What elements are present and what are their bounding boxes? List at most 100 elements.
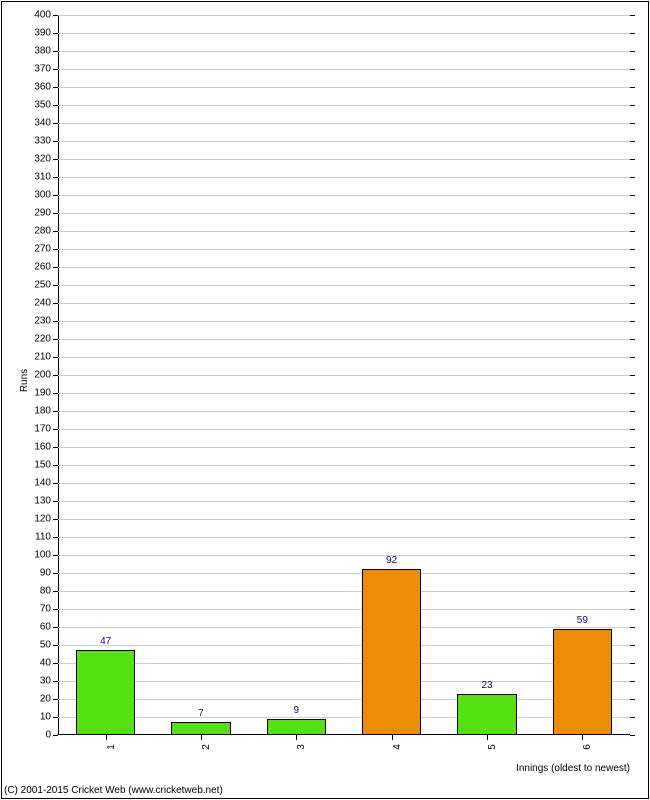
y-tick-mark	[53, 501, 58, 502]
gridline	[58, 429, 630, 430]
bar-value-label: 9	[294, 705, 300, 716]
y-tick-mark-right	[630, 627, 635, 628]
y-tick-label: 160	[34, 442, 51, 453]
bar-value-label: 7	[198, 708, 204, 719]
y-tick-mark	[53, 141, 58, 142]
y-tick-mark	[53, 447, 58, 448]
copyright-text: (C) 2001-2015 Cricket Web (www.cricketwe…	[4, 785, 223, 796]
y-tick-mark	[53, 123, 58, 124]
y-tick-label: 290	[34, 208, 51, 219]
gridline	[58, 69, 630, 70]
bar	[76, 650, 135, 735]
x-tick-label: 5	[487, 744, 498, 750]
y-tick-label: 240	[34, 298, 51, 309]
y-tick-mark-right	[630, 285, 635, 286]
y-tick-mark-right	[630, 393, 635, 394]
gridline	[58, 591, 630, 592]
y-tick-label: 120	[34, 514, 51, 525]
y-tick-label: 210	[34, 352, 51, 363]
y-tick-mark	[53, 249, 58, 250]
y-tick-mark-right	[630, 213, 635, 214]
y-tick-mark-right	[630, 249, 635, 250]
y-tick-label: 360	[34, 82, 51, 93]
y-tick-label: 110	[35, 532, 51, 543]
y-tick-label: 200	[34, 370, 51, 381]
y-tick-label: 190	[34, 388, 51, 399]
y-tick-label: 70	[40, 604, 51, 615]
bar-value-label: 92	[386, 555, 397, 566]
y-tick-mark	[53, 717, 58, 718]
y-tick-mark-right	[630, 483, 635, 484]
y-tick-mark	[53, 69, 58, 70]
y-tick-label: 300	[34, 190, 51, 201]
y-tick-mark	[53, 573, 58, 574]
gridline	[58, 609, 630, 610]
bar-value-label: 23	[481, 680, 492, 691]
y-tick-mark	[53, 177, 58, 178]
gridline	[58, 519, 630, 520]
gridline	[58, 159, 630, 160]
y-tick-mark	[53, 15, 58, 16]
y-tick-mark-right	[630, 375, 635, 376]
y-tick-mark-right	[630, 33, 635, 34]
x-tick-mark	[201, 735, 202, 740]
bar	[171, 722, 230, 735]
y-tick-label: 40	[40, 658, 51, 669]
gridline	[58, 393, 630, 394]
y-tick-mark	[53, 285, 58, 286]
y-tick-label: 60	[40, 622, 51, 633]
y-tick-mark	[53, 411, 58, 412]
gridline	[58, 105, 630, 106]
y-tick-mark-right	[630, 573, 635, 574]
y-tick-mark-right	[630, 195, 635, 196]
y-tick-label: 280	[34, 226, 51, 237]
y-tick-mark-right	[630, 501, 635, 502]
gridline	[58, 681, 630, 682]
gridline	[58, 411, 630, 412]
y-tick-mark	[53, 33, 58, 34]
gridline	[58, 33, 630, 34]
gridline	[58, 339, 630, 340]
y-tick-label: 270	[34, 244, 51, 255]
y-tick-label: 350	[34, 100, 51, 111]
y-tick-label: 320	[34, 154, 51, 165]
gridline	[58, 447, 630, 448]
y-tick-mark	[53, 159, 58, 160]
gridline	[58, 231, 630, 232]
gridline	[58, 141, 630, 142]
y-tick-mark	[53, 735, 58, 736]
gridline	[58, 249, 630, 250]
y-tick-mark-right	[630, 15, 635, 16]
gridline	[58, 303, 630, 304]
y-tick-mark	[53, 375, 58, 376]
y-tick-mark-right	[630, 537, 635, 538]
y-tick-mark-right	[630, 267, 635, 268]
y-tick-label: 130	[34, 496, 51, 507]
y-tick-mark-right	[630, 411, 635, 412]
y-tick-mark	[53, 663, 58, 664]
y-tick-label: 370	[34, 64, 51, 75]
gridline	[58, 375, 630, 376]
y-tick-mark	[53, 357, 58, 358]
gridline	[58, 717, 630, 718]
y-tick-label: 140	[34, 478, 51, 489]
gridline	[58, 195, 630, 196]
x-tick-label: 1	[106, 744, 117, 750]
y-tick-mark	[53, 429, 58, 430]
gridline	[58, 663, 630, 664]
y-tick-mark-right	[630, 555, 635, 556]
y-tick-label: 170	[34, 424, 51, 435]
y-tick-mark	[53, 303, 58, 304]
y-tick-mark	[53, 483, 58, 484]
y-tick-mark	[53, 321, 58, 322]
y-tick-mark-right	[630, 645, 635, 646]
y-tick-label: 150	[34, 460, 51, 471]
y-tick-mark	[53, 213, 58, 214]
y-tick-mark-right	[630, 681, 635, 682]
gridline	[58, 285, 630, 286]
gridline	[58, 699, 630, 700]
gridline	[58, 465, 630, 466]
y-tick-mark	[53, 465, 58, 466]
y-tick-mark-right	[630, 51, 635, 52]
y-axis-label: Runs	[19, 369, 30, 392]
